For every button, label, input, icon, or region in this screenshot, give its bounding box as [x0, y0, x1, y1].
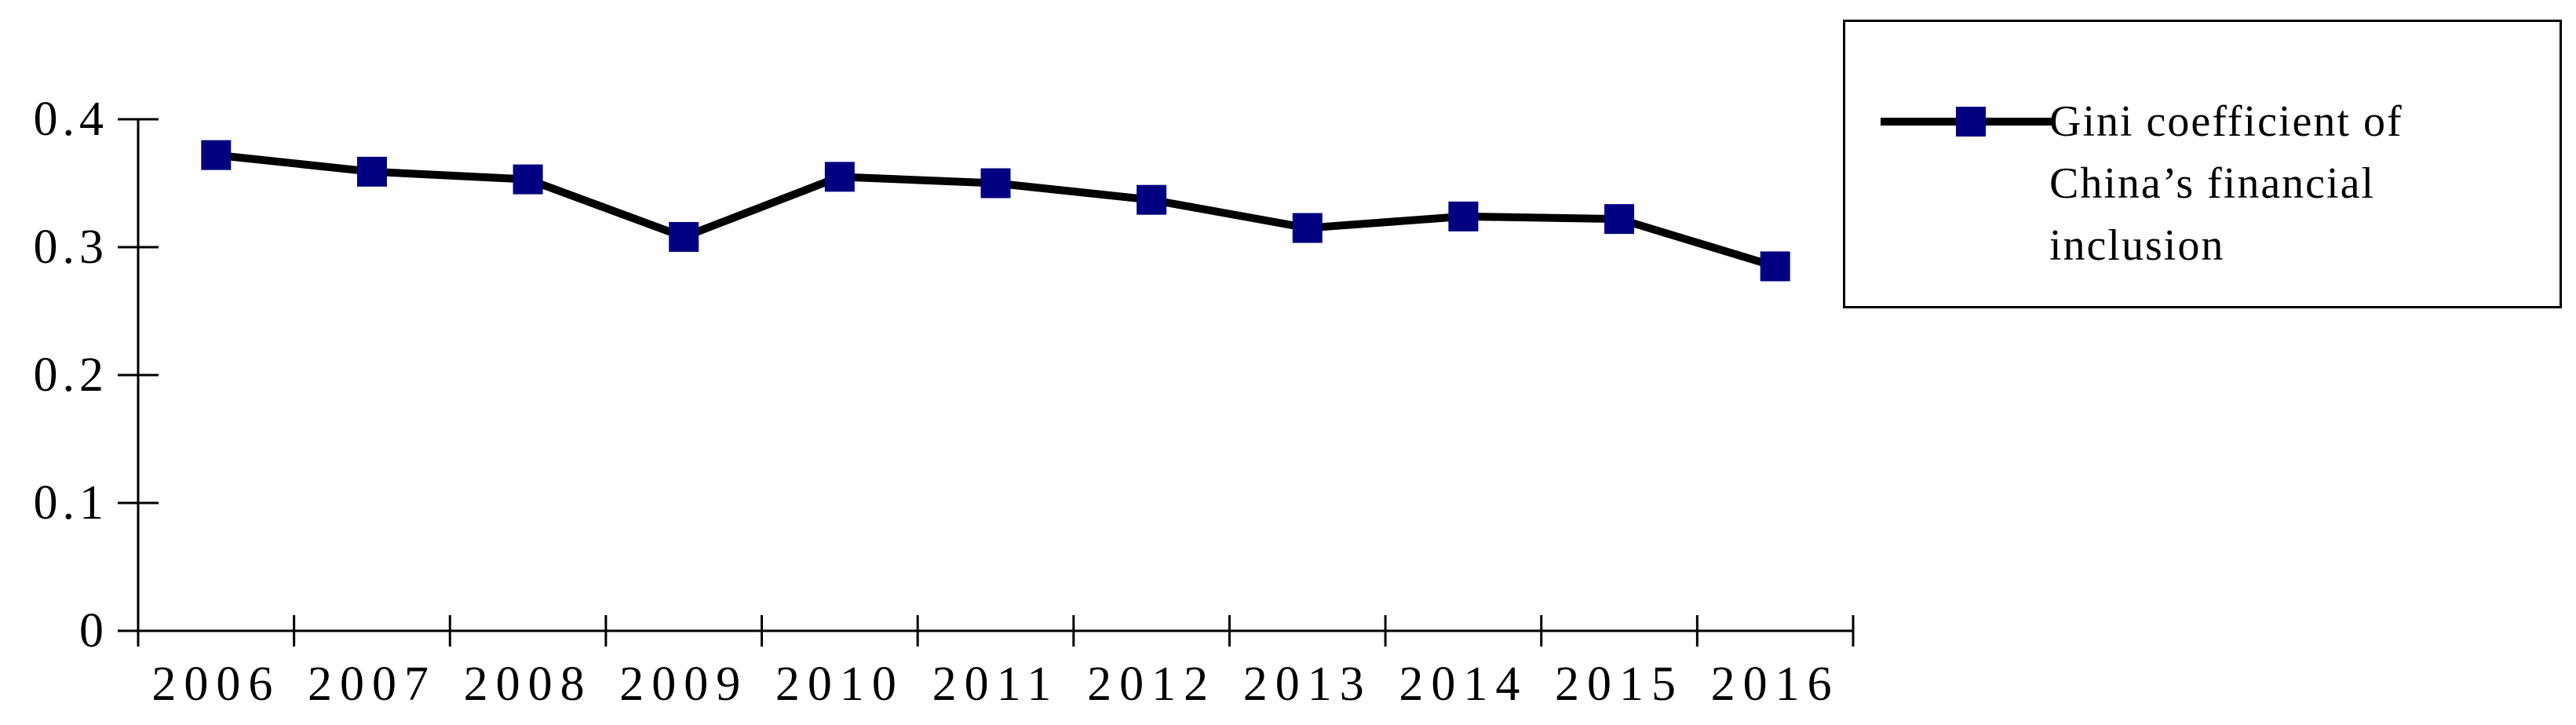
- data-point-marker-2009: [669, 221, 699, 252]
- legend-label: Gini coefficient of China’s financial in…: [2049, 91, 2403, 277]
- legend-box: Gini coefficient of China’s financial in…: [1843, 20, 2562, 308]
- y-tick-label: 0.3: [34, 220, 109, 274]
- x-tick-label: 2009: [619, 658, 748, 711]
- legend-label-line-2: China’s financial: [2049, 159, 2376, 208]
- x-tick-label: 2014: [1399, 658, 1527, 711]
- x-tick-label: 2015: [1555, 658, 1684, 711]
- x-tick-label: 2008: [464, 658, 593, 711]
- x-tick-label: 2012: [1087, 658, 1216, 711]
- x-tick-label: 2006: [151, 658, 280, 711]
- y-tick-label: 0: [79, 604, 108, 658]
- legend-label-line-3: inclusion: [2049, 221, 2225, 270]
- data-point-marker-2015: [1604, 204, 1635, 235]
- data-point-marker-2006: [201, 140, 232, 170]
- x-tick-label: 2010: [775, 658, 904, 711]
- data-point-marker-2010: [824, 162, 855, 192]
- x-tick-label: 2007: [308, 658, 436, 711]
- data-point-marker-2016: [1760, 251, 1790, 282]
- legend-label-line-1: Gini coefficient of: [2049, 97, 2403, 146]
- data-point-marker-2008: [513, 164, 543, 195]
- y-tick-label: 0.4: [34, 93, 109, 146]
- data-point-marker-2007: [356, 156, 387, 187]
- y-tick-label: 0.1: [34, 476, 109, 530]
- x-tick-label: 2016: [1711, 658, 1840, 711]
- data-point-marker-2012: [1137, 184, 1167, 215]
- y-tick-label: 0.2: [34, 348, 109, 402]
- x-tick-label: 2013: [1243, 658, 1372, 711]
- x-tick-label: 2011: [932, 658, 1060, 711]
- data-point-marker-2013: [1292, 213, 1323, 243]
- data-point-marker-2011: [980, 168, 1011, 199]
- legend-square-marker-icon: [1956, 107, 1986, 137]
- data-point-marker-2014: [1448, 201, 1479, 231]
